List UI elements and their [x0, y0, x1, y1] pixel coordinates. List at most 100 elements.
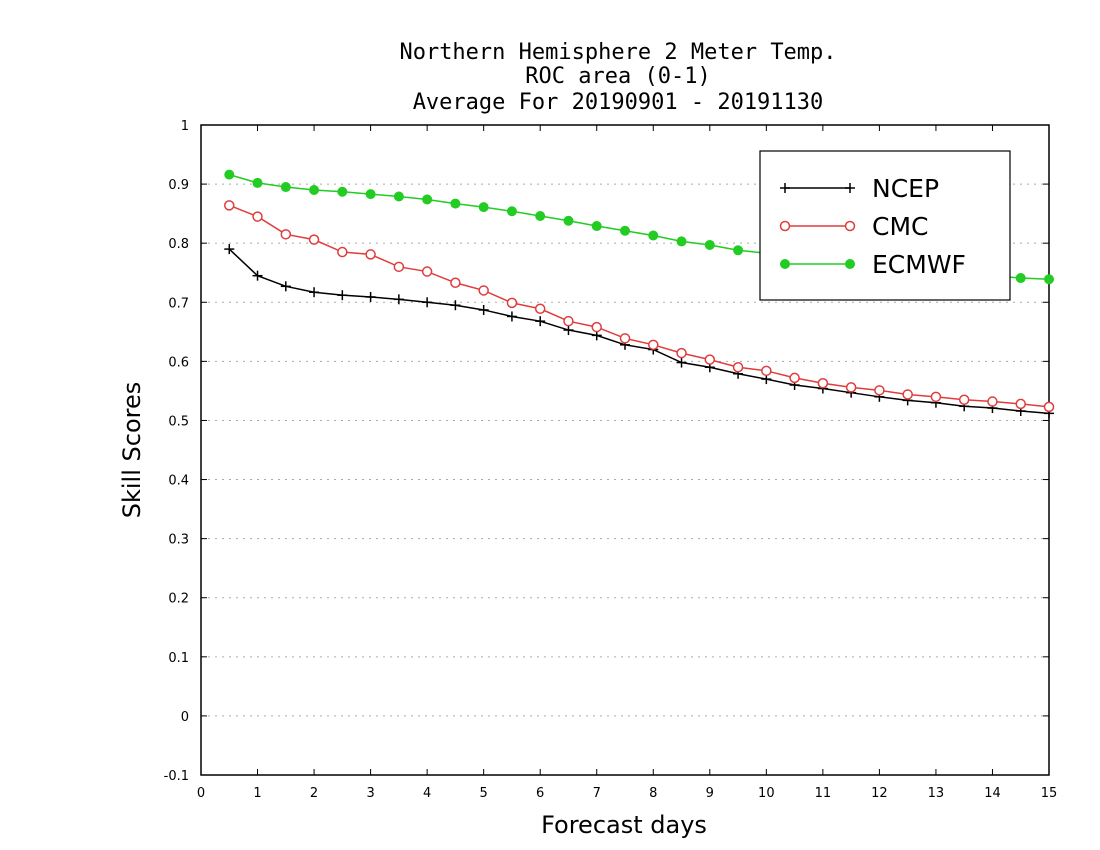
chart-title-line-3: Average For 20190901 - 20191130 — [413, 90, 824, 115]
data-point-ecmwf — [704, 239, 715, 250]
x-tick-labels: 0 1 2 3 4 5 6 7 8 9 10 11 12 13 14 15 — [197, 786, 1057, 801]
y-tick-label: 0.2 — [168, 592, 189, 607]
data-point-ncep — [676, 357, 687, 368]
data-point-ecmwf — [1015, 273, 1026, 284]
x-tick-label: 4 — [423, 786, 431, 801]
plot-frame — [200, 124, 1050, 776]
data-point-cmc — [506, 297, 518, 309]
data-point-ecmwf — [620, 225, 630, 236]
data-point-cmc — [958, 394, 970, 406]
data-point-ecmwf — [309, 185, 320, 195]
data-point-ecmwf — [733, 245, 744, 256]
data-point-cmc — [252, 211, 263, 222]
data-point-cmc — [421, 266, 433, 277]
y-tick-label: 0.8 — [168, 237, 189, 252]
data-point-ncep — [563, 325, 574, 336]
data-point-ecmwf — [393, 191, 404, 202]
data-point-ecmwf — [591, 221, 602, 232]
data-point-ecmwf — [506, 206, 517, 217]
data-point-cmc — [648, 339, 659, 351]
chart-title-line-1: Northern Hemisphere 2 Meter Temp. — [399, 40, 836, 65]
data-point-ncep — [280, 281, 291, 292]
data-point-cmc — [676, 347, 687, 359]
x-tick-label: 0 — [197, 786, 205, 801]
series-ncep — [224, 244, 1054, 419]
data-point-ecmwf — [1044, 274, 1054, 285]
data-point-cmc — [902, 389, 913, 400]
data-point-ncep — [535, 316, 546, 327]
axis-ticks — [200, 124, 1050, 776]
x-tick-label: 3 — [366, 786, 374, 801]
y-tick-label: 0.9 — [168, 178, 189, 193]
data-point-ncep — [309, 287, 320, 298]
x-tick-label: 15 — [1041, 786, 1058, 801]
data-point-cmc — [563, 315, 574, 327]
data-point-ncep — [422, 297, 433, 308]
data-point-ncep — [252, 270, 263, 281]
data-point-cmc — [732, 362, 744, 373]
data-point-ecmwf — [563, 215, 574, 226]
y-tick-label: 0.5 — [168, 414, 189, 429]
legend-label-ncep: NCEP — [872, 174, 939, 203]
data-point-ecmwf — [337, 186, 348, 197]
data-point-ecmwf — [450, 198, 461, 209]
data-point-ecmwf — [422, 194, 433, 205]
data-point-cmc — [761, 365, 772, 377]
legend-marker-ecmwf — [845, 259, 855, 269]
data-point-cmc — [365, 249, 376, 260]
x-tick-label: 12 — [871, 786, 888, 801]
data-point-ncep — [365, 291, 376, 302]
data-point-cmc — [393, 261, 405, 273]
grid-lines — [201, 183, 1049, 717]
chart-title: Northern Hemisphere 2 Meter Temp. ROC ar… — [399, 40, 836, 115]
data-point-ecmwf — [478, 202, 489, 213]
x-tick-label: 11 — [815, 786, 832, 801]
x-tick-label: 8 — [649, 786, 657, 801]
y-tick-label: 0.6 — [168, 355, 189, 370]
data-point-cmc — [478, 285, 489, 296]
data-point-ecmwf — [365, 189, 376, 200]
data-point-ecmwf — [252, 177, 263, 188]
y-tick-label: -0.1 — [164, 769, 189, 784]
data-point-cmc — [930, 391, 942, 403]
x-tick-label: 7 — [593, 786, 601, 801]
data-point-ecmwf — [280, 182, 291, 193]
x-tick-label: 6 — [536, 786, 544, 801]
data-point-ncep — [393, 294, 404, 305]
data-point-ncep — [506, 311, 517, 322]
data-point-ecmwf — [648, 230, 659, 241]
data-point-cmc — [450, 277, 461, 289]
data-point-cmc — [224, 200, 235, 211]
y-tick-label: 1 — [181, 119, 189, 134]
legend: NCEP CMC ECMWF — [759, 150, 1011, 301]
data-point-cmc — [874, 385, 885, 396]
data-point-cmc — [987, 396, 998, 407]
data-point-cmc — [845, 382, 857, 393]
data-point-cmc — [619, 333, 631, 344]
data-point-cmc — [1043, 401, 1055, 413]
x-axis-title: Forecast days — [541, 811, 707, 839]
x-tick-label: 2 — [310, 786, 318, 801]
y-tick-labels: -0.1 0 0.1 0.2 0.3 0.4 0.5 0.6 0.7 0.8 0.9 1 — [164, 119, 189, 784]
chart-title-line-2: ROC area (0-1) — [525, 64, 710, 89]
x-tick-label: 9 — [706, 786, 714, 801]
data-point-cmc — [1015, 398, 1026, 410]
data-point-ecmwf — [224, 169, 235, 180]
legend-marker-ecmwf — [780, 259, 790, 269]
data-point-cmc — [789, 372, 800, 384]
data-point-ncep — [224, 244, 235, 255]
data-point-cmc — [337, 246, 348, 258]
data-point-cmc — [704, 354, 716, 365]
data-point-ncep — [478, 304, 489, 315]
data-point-cmc — [817, 377, 829, 389]
y-tick-label: 0.4 — [168, 474, 189, 489]
y-tick-label: 0.1 — [168, 651, 189, 666]
y-tick-label: 0 — [181, 710, 189, 725]
x-tick-label: 13 — [928, 786, 945, 801]
data-point-cmc — [591, 321, 602, 333]
legend-marker-cmc — [844, 220, 856, 232]
x-tick-label: 5 — [480, 786, 488, 801]
data-point-cmc — [534, 303, 546, 315]
